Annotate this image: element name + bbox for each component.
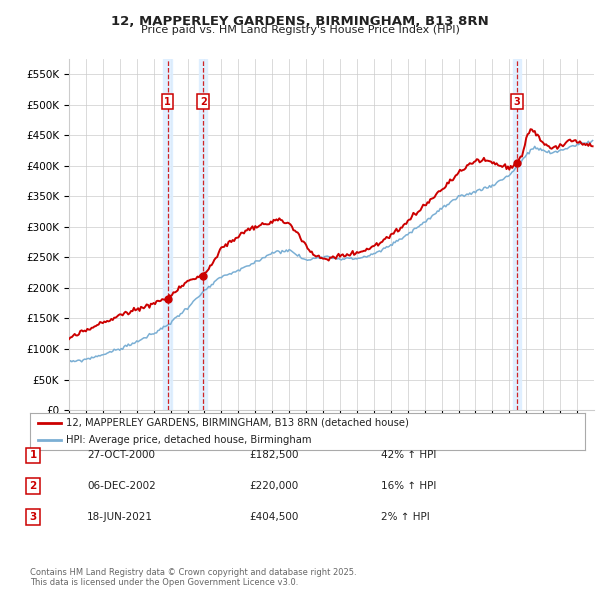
Text: 42% ↑ HPI: 42% ↑ HPI [381, 451, 436, 460]
Text: 27-OCT-2000: 27-OCT-2000 [87, 451, 155, 460]
Text: £220,000: £220,000 [249, 481, 298, 491]
Text: 18-JUN-2021: 18-JUN-2021 [87, 512, 153, 522]
Text: Contains HM Land Registry data © Crown copyright and database right 2025.
This d: Contains HM Land Registry data © Crown c… [30, 568, 356, 587]
Bar [513, 59, 521, 410]
Text: £182,500: £182,500 [249, 451, 299, 460]
Text: 12, MAPPERLEY GARDENS, BIRMINGHAM, B13 8RN: 12, MAPPERLEY GARDENS, BIRMINGHAM, B13 8… [111, 15, 489, 28]
Text: 3: 3 [514, 97, 520, 107]
Bar [163, 59, 172, 410]
Text: 2: 2 [200, 97, 206, 107]
Text: 06-DEC-2002: 06-DEC-2002 [87, 481, 156, 491]
Text: 1: 1 [164, 97, 171, 107]
Text: 3: 3 [29, 512, 37, 522]
Text: HPI: Average price, detached house, Birmingham: HPI: Average price, detached house, Birm… [66, 435, 311, 445]
Text: 2: 2 [29, 481, 37, 491]
Text: £404,500: £404,500 [249, 512, 298, 522]
Text: 12, MAPPERLEY GARDENS, BIRMINGHAM, B13 8RN (detached house): 12, MAPPERLEY GARDENS, BIRMINGHAM, B13 8… [66, 418, 409, 428]
Text: 16% ↑ HPI: 16% ↑ HPI [381, 481, 436, 491]
Text: 1: 1 [29, 451, 37, 460]
Bar [199, 59, 208, 410]
Text: 2% ↑ HPI: 2% ↑ HPI [381, 512, 430, 522]
Text: Price paid vs. HM Land Registry's House Price Index (HPI): Price paid vs. HM Land Registry's House … [140, 25, 460, 35]
